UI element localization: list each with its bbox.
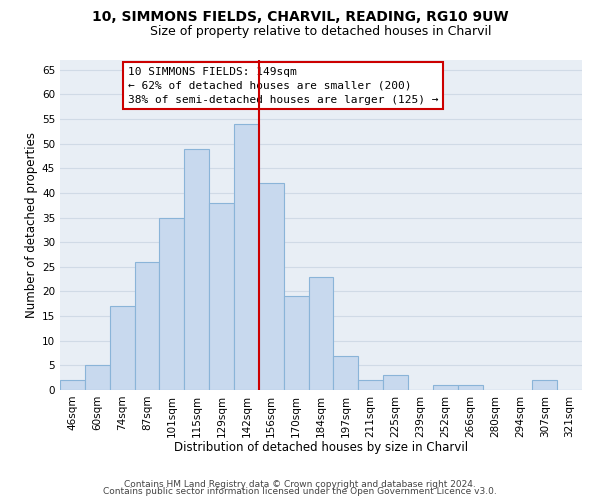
Bar [458,385,482,390]
Text: 10 SIMMONS FIELDS: 149sqm
← 62% of detached houses are smaller (200)
38% of semi: 10 SIMMONS FIELDS: 149sqm ← 62% of detac… [128,66,439,104]
Bar [383,375,408,390]
Title: Size of property relative to detached houses in Charvil: Size of property relative to detached ho… [150,25,492,38]
Bar [85,366,110,390]
Bar [110,306,134,390]
Bar [234,124,259,390]
Bar [209,203,234,390]
Bar [184,148,209,390]
Bar [60,380,85,390]
Text: Contains HM Land Registry data © Crown copyright and database right 2024.: Contains HM Land Registry data © Crown c… [124,480,476,489]
X-axis label: Distribution of detached houses by size in Charvil: Distribution of detached houses by size … [174,441,468,454]
Bar [532,380,557,390]
Bar [134,262,160,390]
Y-axis label: Number of detached properties: Number of detached properties [25,132,38,318]
Text: Contains public sector information licensed under the Open Government Licence v3: Contains public sector information licen… [103,488,497,496]
Bar [334,356,358,390]
Bar [308,276,334,390]
Text: 10, SIMMONS FIELDS, CHARVIL, READING, RG10 9UW: 10, SIMMONS FIELDS, CHARVIL, READING, RG… [92,10,508,24]
Bar [259,183,284,390]
Bar [284,296,308,390]
Bar [160,218,184,390]
Bar [358,380,383,390]
Bar [433,385,458,390]
